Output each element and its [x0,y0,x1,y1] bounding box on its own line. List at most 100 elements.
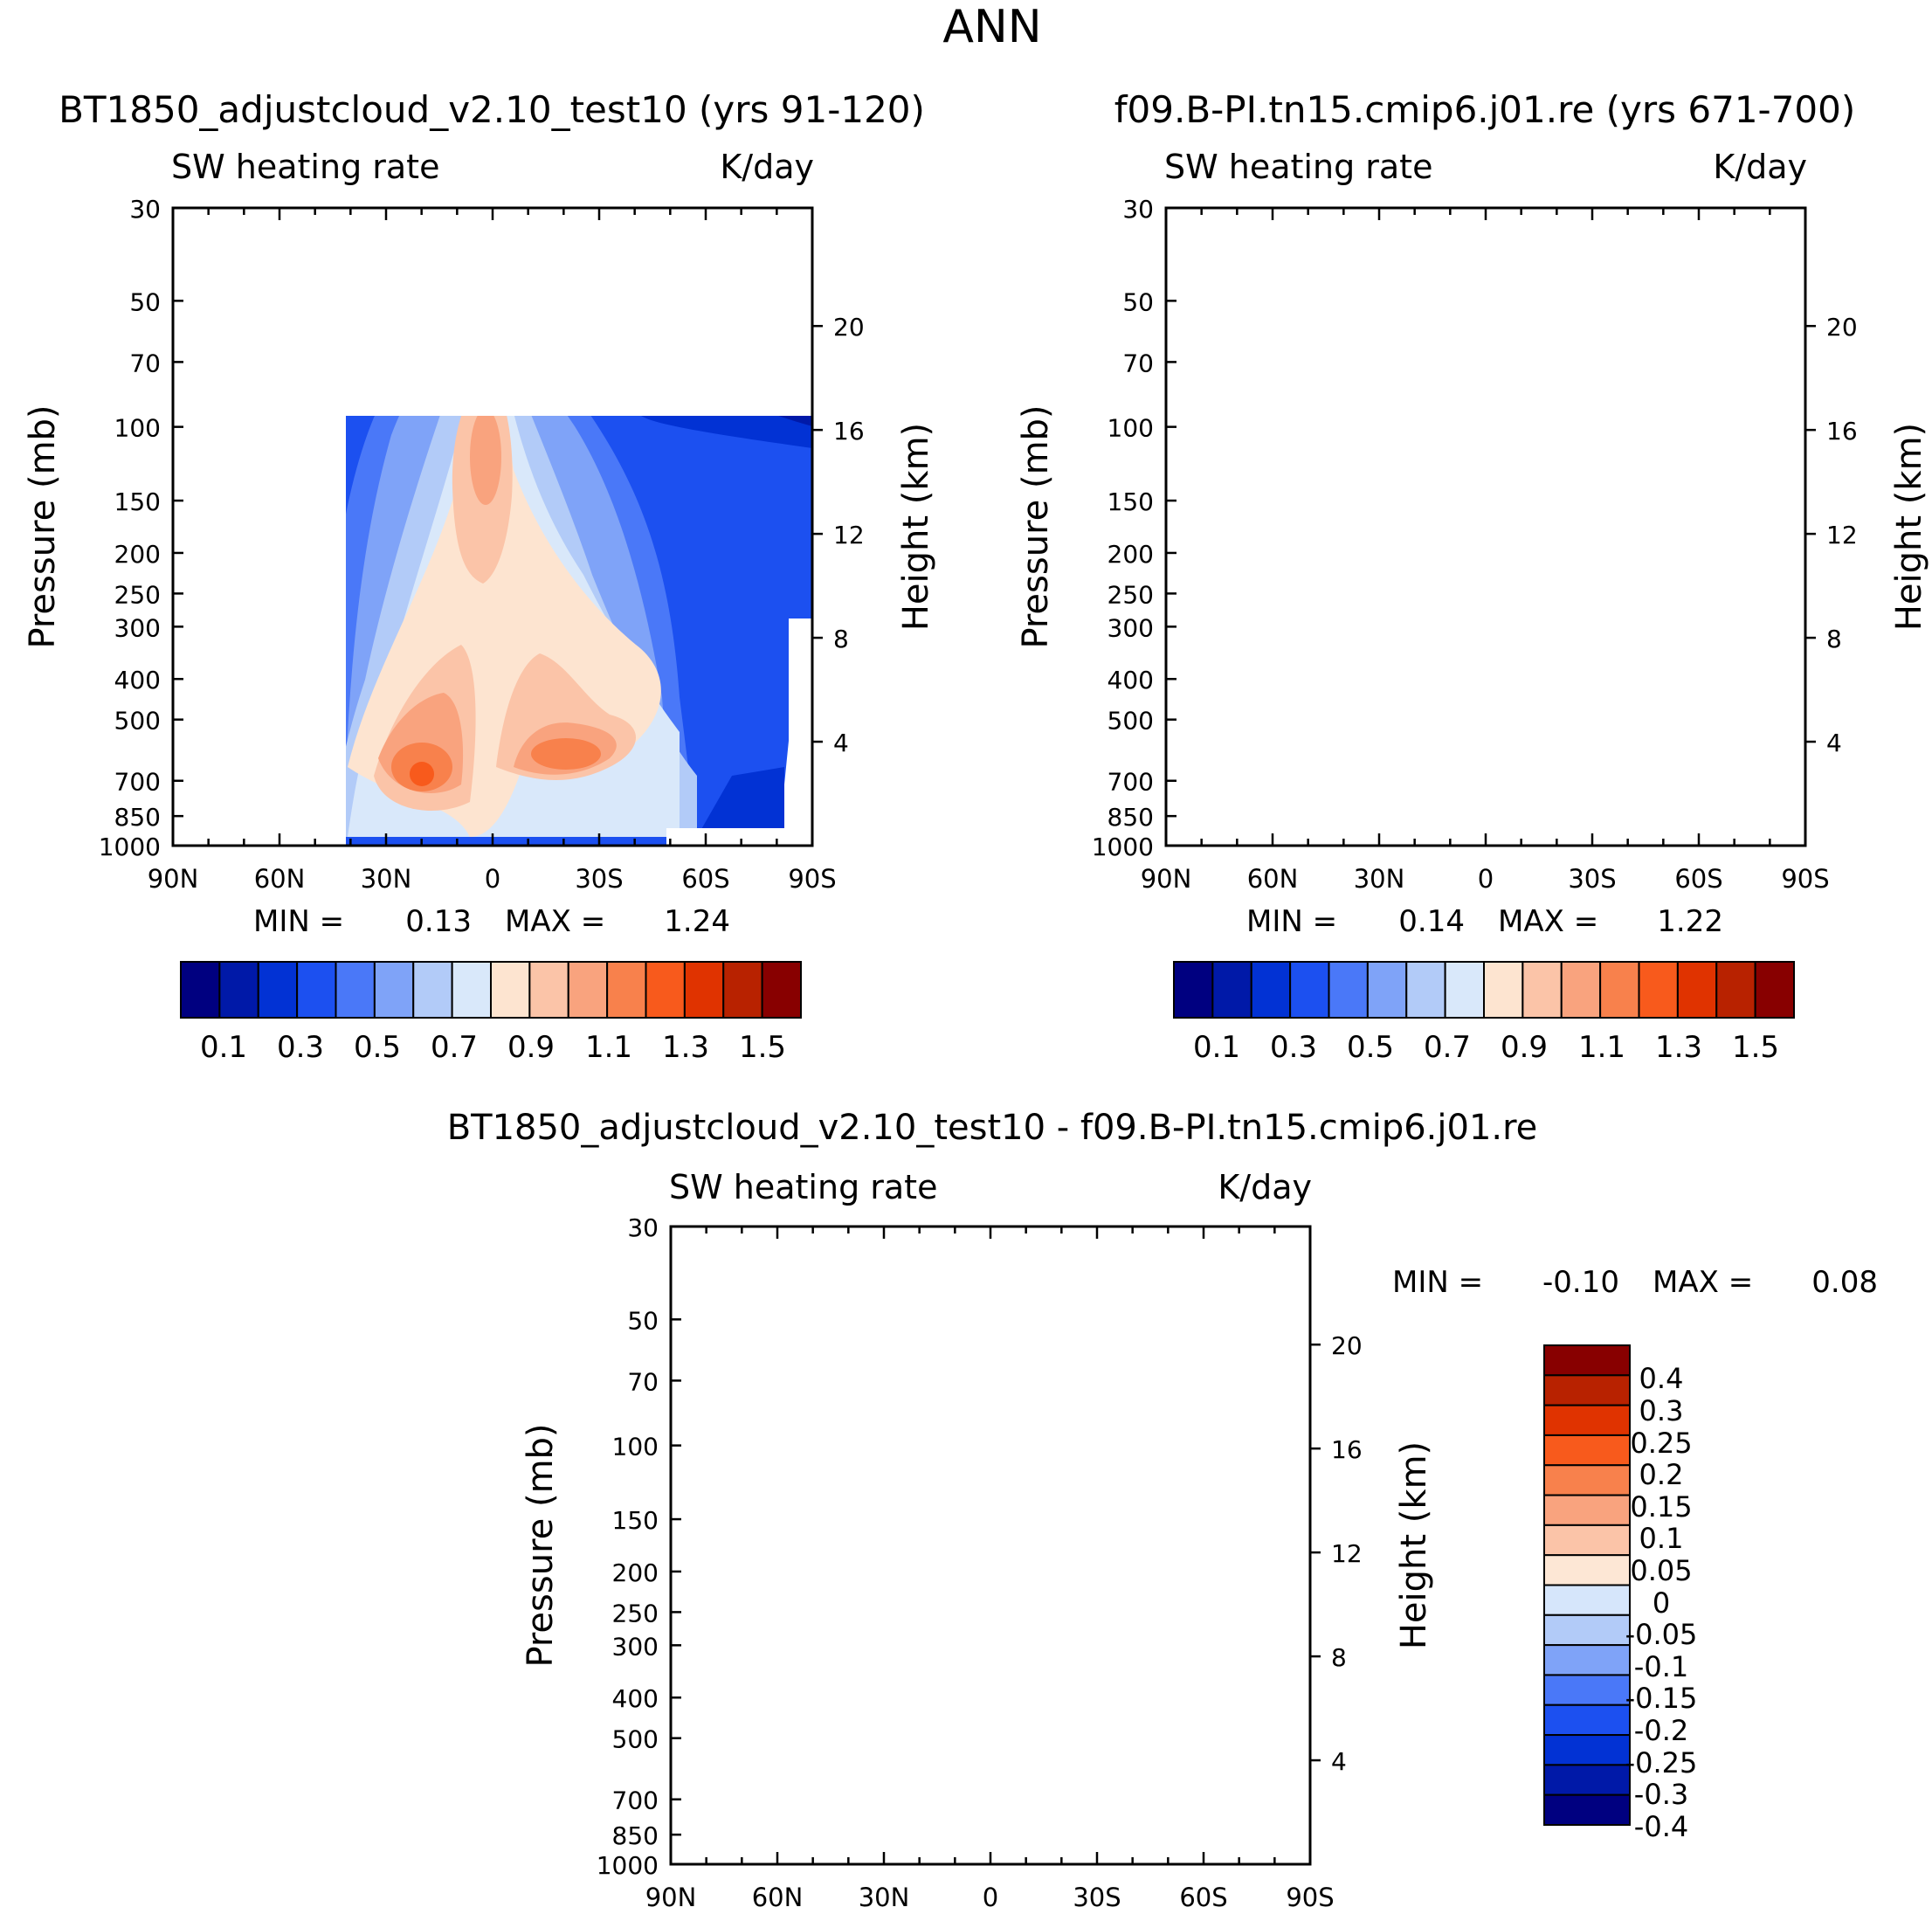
contour-band [963,1302,977,1401]
contour-band [915,1556,971,1864]
panel-diff-ylabel: Pressure (mb) [521,1423,561,1667]
colorbar-swatch [722,961,763,1019]
latitude-tick-label: 60S [1674,864,1722,894]
pressure-tick-label: 700 [114,768,161,797]
colorbar-swatch [1543,1614,1631,1647]
colorbar-label: 0.5 [354,1030,401,1065]
latitude-tick-label: 90S [1286,1883,1334,1912]
pressure-tick-label: 70 [129,349,161,377]
colorbar-label: 0.1 [1639,1522,1684,1555]
contour-band [1371,693,1456,793]
colorbar-swatch [528,961,569,1019]
panel-diff-variable: SW heating rate [669,1168,937,1206]
colorbar-swatch [1543,1344,1631,1377]
contour-band [1690,767,1777,837]
pressure-tick-label: 850 [612,1821,659,1850]
height-tick-label: 8 [1826,625,1842,653]
panel-test-min-value: 0.13 [405,904,472,939]
height-tick-label: 4 [1826,729,1842,757]
contour-band [1314,317,1690,837]
colorbar-label: -0.1 [1634,1650,1688,1683]
missing-data-region [1659,828,1805,846]
colorbar-swatch [1328,961,1369,1019]
contour-band [470,416,501,505]
colorbar-label: 0.3 [1270,1030,1317,1065]
latitude-tick-label: 60N [1247,864,1299,894]
colorbar-swatch [1483,961,1524,1019]
panel-control-units: K/day [1713,148,1807,186]
missing-data-region [784,618,812,846]
contour-band [697,767,784,837]
colorbar-label: -0.4 [1634,1810,1688,1843]
pressure-tick-label: 700 [612,1786,659,1815]
colorbar-swatch [1543,1374,1631,1406]
pressure-tick-label: 1000 [597,1851,659,1880]
latitude-tick-label: 90N [148,864,199,894]
contour-band [1403,762,1427,786]
height-tick-label: 8 [833,625,849,653]
colorbar-label: 1.5 [739,1030,786,1065]
panel-diff-case-title: BT1850_adjustcloud_v2.10_test10 - f09.B-… [447,1108,1538,1148]
colorbar-swatch [296,961,337,1019]
contour-band [1341,339,1654,837]
height-tick-label: 12 [833,521,865,549]
pressure-tick-label: 700 [1107,768,1154,797]
colorbar-swatch [1289,961,1330,1019]
colorbar-label: 0.25 [1630,1427,1692,1460]
contour-band [1507,722,1610,775]
contour-band [1078,1783,1092,1793]
contour-band [459,225,480,356]
contour-band [963,1771,981,1827]
contour-band [1457,291,1469,370]
pressure-tick-label: 300 [114,613,161,642]
height-tick-label: 4 [1331,1747,1347,1776]
pressure-tick-label: 500 [114,707,161,736]
colorbar-swatch [1543,1404,1631,1436]
contour-band [1341,349,1673,837]
colorbar-swatch [1543,1584,1631,1616]
latitude-tick-label: 0 [1478,864,1494,894]
contour-band [1384,743,1446,791]
colorbar-label: 1.1 [1578,1030,1625,1065]
contour-band [1230,1284,1310,1436]
colorbar-label: 0.1 [1193,1030,1240,1065]
colorbar-swatch [1543,1494,1631,1526]
contour-band [998,1322,1051,1401]
panel-test-units: K/day [720,148,814,186]
contour-band [464,291,476,370]
panel-diff-contour-field [671,1227,1310,1864]
panel-control-colorbar [1173,961,1795,1019]
colorbar-swatch [1211,961,1252,1019]
colorbar-swatch [335,961,376,1019]
contour-band [1166,225,1805,243]
pressure-tick-label: 400 [612,1684,659,1713]
contour-band [1273,1610,1295,1754]
panel-diff-min-label: MIN = [1392,1265,1483,1300]
pressure-tick-label: 70 [1122,349,1154,377]
missing-data-region [1164,1847,1287,1864]
panel-diff: BT1850_adjustcloud_v2.10_test10 - f09.B-… [447,1108,1878,1912]
contour-band [1524,738,1594,770]
colorbar-swatch [373,961,415,1019]
contour-band [1489,653,1629,780]
pressure-tick-label: 100 [612,1433,659,1461]
colorbar-swatch [1543,1674,1631,1706]
colorbar-label: 1.5 [1732,1030,1779,1065]
height-tick-label: 12 [1331,1539,1363,1568]
panel-test-max-label: MAX = [505,904,605,939]
pressure-tick-label: 500 [612,1725,659,1754]
height-tick-label: 16 [1826,417,1858,446]
contour-band [1166,750,1218,837]
panel-control-contour-field [1166,208,1805,846]
contour-band [1336,330,1664,837]
panel-diff-y2label: Height (km) [1394,1441,1434,1649]
pressure-tick-label: 150 [114,487,161,516]
contour-band [1166,208,1805,846]
panel-diff-max-value: 0.08 [1811,1265,1878,1300]
colorbar-swatch [567,961,609,1019]
colorbar-swatch [1543,1734,1631,1766]
colorbar-swatch [1543,1524,1631,1557]
contour-band [1463,409,1494,505]
panel-control-case-title: f09.B-PI.tn15.cmip6.j01.re (yrs 671-700) [1114,88,1856,131]
colorbar-swatch [1173,961,1214,1019]
